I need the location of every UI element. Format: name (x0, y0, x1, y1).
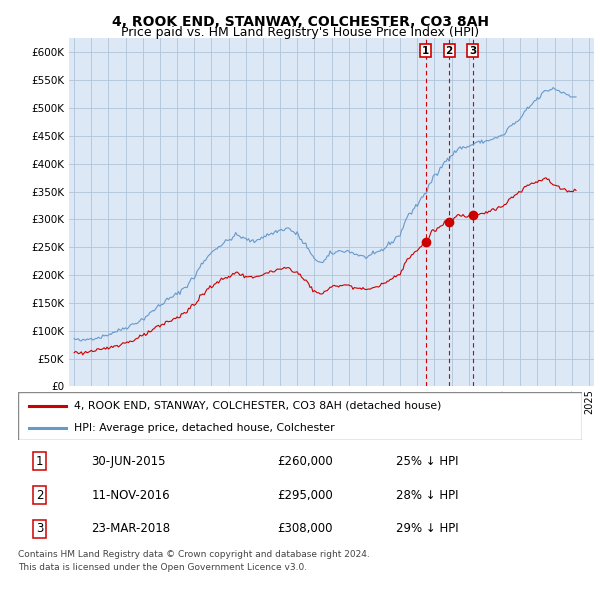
Text: 23-MAR-2018: 23-MAR-2018 (91, 522, 170, 535)
Text: 25% ↓ HPI: 25% ↓ HPI (396, 455, 458, 468)
Text: £260,000: £260,000 (277, 455, 333, 468)
FancyBboxPatch shape (18, 392, 582, 440)
Text: 1: 1 (35, 455, 43, 468)
Text: 30-JUN-2015: 30-JUN-2015 (91, 455, 166, 468)
Text: 4, ROOK END, STANWAY, COLCHESTER, CO3 8AH (detached house): 4, ROOK END, STANWAY, COLCHESTER, CO3 8A… (74, 401, 442, 411)
Text: 11-NOV-2016: 11-NOV-2016 (91, 489, 170, 502)
Text: 3: 3 (36, 522, 43, 535)
Text: £308,000: £308,000 (277, 522, 333, 535)
Text: 3: 3 (469, 45, 476, 55)
Text: This data is licensed under the Open Government Licence v3.0.: This data is licensed under the Open Gov… (18, 563, 307, 572)
Text: 1: 1 (422, 45, 430, 55)
Text: 4, ROOK END, STANWAY, COLCHESTER, CO3 8AH: 4, ROOK END, STANWAY, COLCHESTER, CO3 8A… (112, 15, 488, 30)
Text: 28% ↓ HPI: 28% ↓ HPI (396, 489, 458, 502)
Text: 2: 2 (35, 489, 43, 502)
Text: Contains HM Land Registry data © Crown copyright and database right 2024.: Contains HM Land Registry data © Crown c… (18, 550, 370, 559)
Text: 29% ↓ HPI: 29% ↓ HPI (396, 522, 458, 535)
Text: HPI: Average price, detached house, Colchester: HPI: Average price, detached house, Colc… (74, 423, 335, 432)
Text: 2: 2 (445, 45, 452, 55)
Text: £295,000: £295,000 (277, 489, 333, 502)
Text: Price paid vs. HM Land Registry's House Price Index (HPI): Price paid vs. HM Land Registry's House … (121, 26, 479, 39)
